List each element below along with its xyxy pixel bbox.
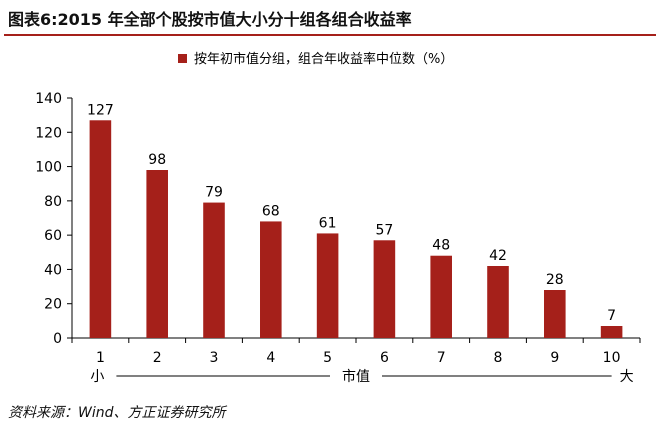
x-tick-label: 8 <box>494 350 503 366</box>
data-label: 61 <box>319 215 337 231</box>
x-tick-label: 3 <box>210 350 219 366</box>
legend-swatch <box>178 54 187 63</box>
y-tick-label: 60 <box>44 228 62 244</box>
data-label: 7 <box>607 308 616 324</box>
data-label: 127 <box>87 102 114 118</box>
x-tick-label: 9 <box>550 350 559 366</box>
bar <box>430 255 452 338</box>
legend-label: 按年初市值分组，组合年收益率中位数（%） <box>194 51 453 67</box>
x-axis: 1 2 3 4 5 6 7 8 9 10 <box>71 337 641 366</box>
annotation-small-label: 小 <box>90 369 104 385</box>
bars <box>89 120 623 339</box>
bar-chart: 按年初市值分组，组合年收益率中位数（%） 0 20 40 60 80 100 120 1 4 0 … <box>35 51 641 385</box>
x-tick-label: 2 <box>153 350 162 366</box>
legend: 按年初市值分组，组合年收益率中位数（%） <box>178 51 453 67</box>
y-tick-label: 80 <box>44 194 62 210</box>
bar <box>146 170 168 338</box>
title-rule <box>4 34 656 36</box>
y-tick-label: 0 <box>53 331 62 347</box>
data-label: 98 <box>148 152 166 168</box>
y-tick-label: 100 <box>35 160 62 176</box>
data-label: 57 <box>375 222 393 238</box>
bar <box>89 120 112 339</box>
data-label: 48 <box>432 238 450 254</box>
x-tick-label: 5 <box>323 350 332 366</box>
data-label: 28 <box>546 272 564 288</box>
annotation-center-label: 市值 <box>342 368 370 385</box>
bar <box>487 266 509 338</box>
data-label: 68 <box>262 203 280 219</box>
bar <box>316 233 339 338</box>
data-label: 79 <box>205 185 223 201</box>
data-label: 42 <box>489 248 507 264</box>
x-tick-label: 6 <box>380 350 389 366</box>
y-tick-label: 20 <box>44 297 62 313</box>
y-tick-label: 40 <box>44 262 62 278</box>
x-tick-label: 7 <box>437 350 446 366</box>
x-tick-label: 4 <box>266 350 275 366</box>
annotation-large-label: 大 <box>620 369 634 385</box>
source-note: 资料来源：Wind、方正证券研究所 <box>8 405 226 421</box>
x-tick-label: 1 <box>96 350 105 366</box>
size-annotation: 小 市值 大 <box>90 368 633 385</box>
value-labels: 127 98 79 68 61 57 48 42 28 7 <box>87 102 616 324</box>
bar <box>544 290 566 338</box>
x-tick-label: 10 <box>603 350 621 366</box>
figure-title: 图表6:2015 年全部个股按市值大小分十组各组合收益率 <box>8 10 412 29</box>
y-tick-label: 140 <box>35 91 62 107</box>
bar <box>373 240 396 338</box>
bar <box>600 326 623 338</box>
y-tick-label: 120 <box>35 125 62 141</box>
bar <box>203 202 225 338</box>
y-axis: 0 20 40 60 80 100 120 140 <box>35 91 73 347</box>
bar <box>260 221 282 338</box>
